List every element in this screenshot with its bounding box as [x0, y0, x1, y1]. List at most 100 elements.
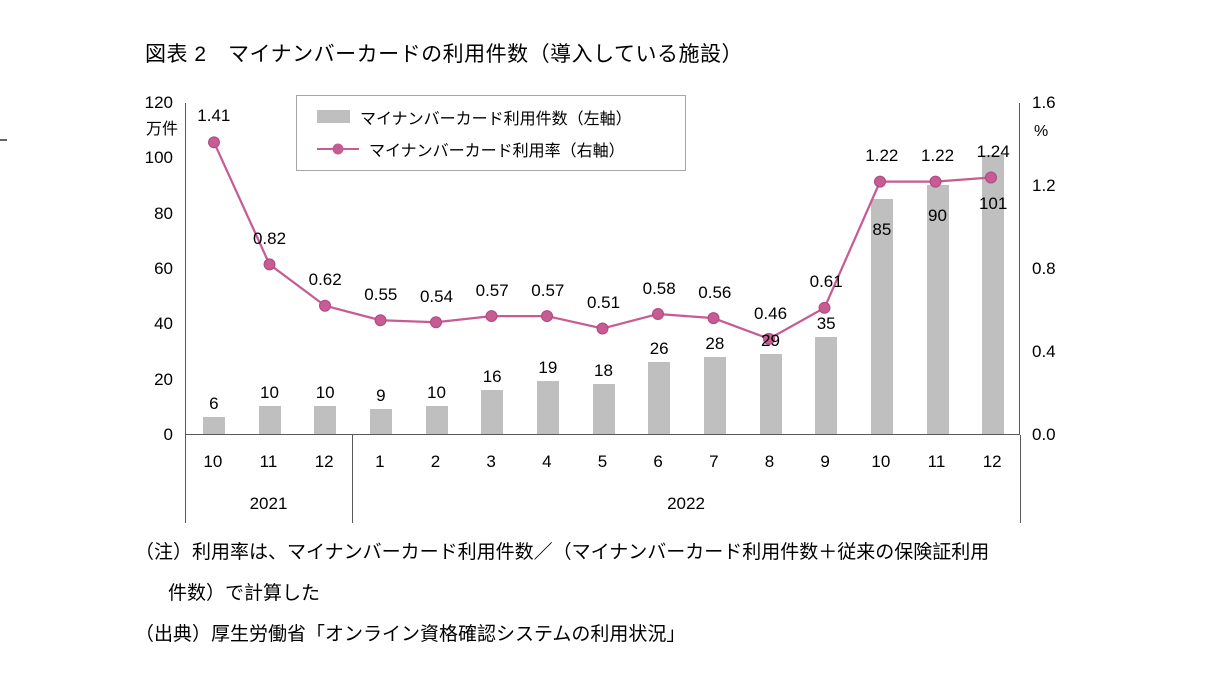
line-marker-dot [332, 143, 344, 155]
right-axis-tick: 0.8 [1032, 259, 1056, 278]
legend-label-usage-rate: マイナンバーカード利用率（右軸） [369, 143, 625, 161]
line-marker [929, 175, 942, 188]
line-marker [652, 308, 664, 320]
line-marker [763, 332, 775, 345]
month-label: 4 [542, 452, 552, 471]
line-series-swatch [317, 143, 359, 155]
left-axis-tick: 0 [163, 425, 173, 444]
line-marker [208, 136, 220, 149]
month-label: 6 [653, 452, 663, 471]
bar [926, 185, 949, 434]
note-line-1: （注）利用率は、マイナンバーカード利用件数／（マイナンバーカード利用件数＋従来の… [135, 542, 990, 563]
line-value-label: 1.22 [865, 145, 899, 165]
line-value-label: 1.24 [976, 141, 1010, 161]
bar [870, 198, 893, 434]
right-axis-tick: 0.4 [1032, 342, 1056, 361]
bar-series-swatch [317, 110, 350, 124]
bar-value-label: 19 [538, 358, 558, 378]
month-label: 5 [597, 452, 608, 471]
line-value-label: 0.57 [475, 280, 509, 300]
bar-value-label: 29 [761, 330, 780, 350]
line-series-svg [208, 136, 997, 345]
line-marker [485, 310, 498, 323]
line-marker [596, 322, 609, 335]
line-value-label: 0.55 [364, 284, 398, 304]
bar [759, 353, 782, 434]
line-value-label: 1.22 [920, 145, 955, 165]
bar-value-label: 6 [209, 394, 219, 414]
bar [648, 362, 671, 434]
bar [425, 406, 448, 434]
line-value-label: 1.41 [197, 106, 231, 126]
category-divider [185, 435, 186, 523]
left-axis-tick: 80 [154, 203, 173, 223]
right-axis-tick: 0.0 [1032, 425, 1056, 444]
month-label: 12 [982, 452, 1002, 471]
right-axis-tick: 1.6 [1032, 93, 1056, 112]
bar [369, 409, 392, 434]
source-line: （出典）厚生労働省「オンライン資格確認システムの利用状況」 [135, 624, 686, 645]
bar [815, 337, 838, 434]
month-label: 1 [375, 452, 385, 471]
stray-mark [0, 139, 7, 141]
line-value-label: 0.61 [809, 272, 843, 292]
bar-value-label: 18 [594, 361, 613, 381]
left-axis-tick: 60 [154, 259, 173, 278]
bar [314, 406, 337, 434]
bar-value-label: 85 [872, 219, 892, 239]
left-axis-tick: 40 [154, 314, 173, 334]
year-label: 2021 [249, 494, 288, 513]
left-axis-tick: 20 [154, 369, 173, 389]
left-axis-unit-label: 万件 [145, 121, 178, 138]
line-marker [874, 175, 886, 188]
line-value-label: 0.57 [531, 280, 565, 300]
line-marker [374, 314, 387, 327]
line-value-label: 0.51 [586, 293, 621, 313]
right-axis-tick: 1.2 [1032, 176, 1056, 195]
bar-value-label: 101 [978, 193, 1008, 213]
legend-label-usage-count: マイナンバーカード利用件数（左軸） [360, 110, 632, 128]
line-value-label: 0.62 [308, 270, 342, 290]
line-marker [985, 171, 997, 184]
right-axis-unit-label: % [1034, 123, 1049, 140]
bar-value-label: 10 [260, 383, 279, 403]
month-label: 10 [203, 452, 223, 471]
legend-item-usage-rate: マイナンバーカード利用率（右軸） [317, 137, 685, 161]
line-marker [707, 312, 720, 325]
left-axis-tick: 100 [144, 148, 173, 168]
plot-area: 6 10 10 9 10 16 19 18 26 28 29 35 85 90 101 1.41 0.82 0.6… [185, 103, 1020, 435]
month-label: 7 [709, 452, 719, 471]
month-label: 11 [927, 452, 946, 471]
line-value-label: 0.54 [419, 286, 454, 306]
legend: マイナンバーカード利用件数（左軸） マイナンバーカード利用率（右軸） [296, 95, 686, 171]
line-value-label: 0.82 [252, 228, 287, 248]
month-label: 12 [314, 452, 334, 471]
year-label: 2022 [667, 494, 705, 513]
bar-value-label: 10 [315, 383, 335, 403]
note-line-2: 件数）で計算した [168, 583, 321, 604]
month-label: 11 [259, 452, 278, 471]
bar [703, 356, 726, 434]
line-marker [319, 299, 331, 312]
month-label: 3 [486, 452, 496, 471]
bar-value-label: 10 [427, 383, 446, 403]
legend-item-usage-count: マイナンバーカード利用件数（左軸） [317, 105, 685, 129]
left-axis-tick: 120 [144, 93, 173, 112]
bar [202, 417, 225, 434]
bar-value-label: 9 [376, 386, 386, 406]
category-divider [1020, 435, 1021, 523]
bar-value-label: 35 [816, 314, 836, 334]
month-label: 9 [820, 452, 830, 471]
line-marker [430, 316, 442, 329]
line-value-label: 0.46 [753, 303, 788, 323]
chart-title: 図表 2 マイナンバーカードの利用件数（導入している施設） [145, 43, 743, 66]
line-value-label: 0.58 [642, 278, 676, 298]
bar-value-label: 90 [928, 206, 947, 225]
bar [982, 154, 1005, 434]
bar-value-label: 26 [649, 339, 669, 359]
line-marker [818, 301, 831, 314]
bar [536, 381, 559, 434]
bar-value-label: 16 [482, 366, 502, 386]
bar [258, 406, 281, 434]
